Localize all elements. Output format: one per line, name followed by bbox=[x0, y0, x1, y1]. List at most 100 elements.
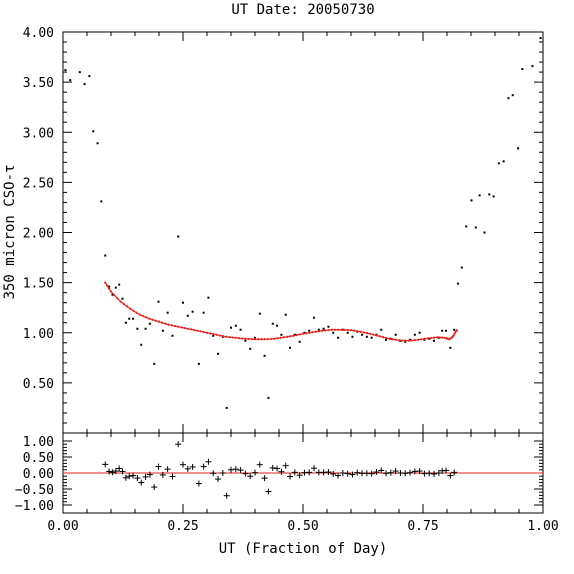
fit-point bbox=[349, 329, 353, 332]
data-point bbox=[182, 301, 184, 304]
data-point bbox=[276, 324, 279, 327]
data-point bbox=[132, 317, 135, 320]
data-point bbox=[470, 199, 473, 202]
data-point bbox=[144, 327, 147, 330]
residual-point bbox=[274, 465, 281, 472]
residual-point bbox=[175, 441, 182, 448]
residual-point bbox=[122, 474, 129, 481]
fit-point bbox=[433, 336, 436, 339]
data-point bbox=[191, 310, 194, 313]
x-tick-label: 0.00 bbox=[47, 519, 78, 534]
data-point bbox=[428, 337, 431, 340]
fit-point bbox=[369, 332, 372, 335]
data-point bbox=[148, 322, 151, 325]
data-point bbox=[298, 340, 301, 343]
residual-point bbox=[237, 467, 244, 474]
fit-point bbox=[132, 309, 135, 312]
data-point bbox=[118, 283, 121, 286]
residual-point bbox=[126, 473, 133, 480]
data-point bbox=[284, 313, 287, 316]
data-point bbox=[88, 75, 91, 78]
fit-point bbox=[247, 337, 250, 341]
fit-point bbox=[436, 336, 439, 339]
residual-point bbox=[451, 469, 458, 476]
data-point bbox=[370, 336, 373, 339]
data-point bbox=[239, 328, 242, 331]
fit-point bbox=[135, 311, 138, 314]
main-plot-frame bbox=[62, 31, 544, 434]
data-point bbox=[289, 346, 292, 349]
chart-title: UT Date: 20050730 bbox=[231, 2, 374, 18]
data-point bbox=[121, 297, 124, 300]
residual-point bbox=[205, 458, 212, 465]
fit-point bbox=[301, 332, 305, 335]
fit-point bbox=[407, 339, 410, 342]
residual-point bbox=[287, 473, 294, 480]
data-point bbox=[361, 333, 364, 336]
fit-point bbox=[353, 329, 356, 332]
fit-point bbox=[125, 305, 129, 308]
data-point bbox=[153, 362, 156, 365]
fit-point bbox=[263, 338, 266, 341]
data-point bbox=[104, 254, 107, 257]
residual-point bbox=[291, 469, 298, 476]
fit-point bbox=[385, 336, 388, 340]
fit-point bbox=[346, 328, 349, 332]
y-tick-label: 0.50 bbox=[23, 377, 54, 392]
fit-point bbox=[119, 300, 122, 303]
data-point bbox=[322, 327, 325, 330]
fit-point bbox=[327, 328, 330, 332]
fit-point bbox=[221, 334, 225, 338]
data-point bbox=[517, 147, 520, 150]
data-point bbox=[303, 331, 306, 334]
fit-point bbox=[180, 326, 183, 329]
data-point bbox=[308, 329, 311, 332]
residual-point bbox=[232, 466, 239, 473]
residual-point bbox=[383, 470, 390, 477]
data-point bbox=[69, 79, 72, 82]
residual-point bbox=[387, 469, 394, 476]
data-point bbox=[207, 296, 210, 299]
fit-point bbox=[356, 330, 359, 333]
fit-point bbox=[151, 318, 154, 321]
fit-point bbox=[250, 337, 253, 341]
residual-point bbox=[378, 467, 385, 474]
data-point bbox=[157, 300, 160, 303]
fit-point bbox=[340, 328, 343, 331]
data-point bbox=[531, 65, 534, 68]
fit-point bbox=[365, 331, 369, 335]
fit-point bbox=[441, 336, 444, 339]
y-tick-label: 2.00 bbox=[23, 227, 54, 242]
residual-point bbox=[138, 479, 145, 486]
fit-point bbox=[215, 333, 218, 336]
residual-point bbox=[335, 472, 342, 479]
data-point bbox=[404, 340, 407, 343]
residual-point bbox=[142, 473, 149, 480]
fit-point bbox=[453, 332, 456, 335]
fit-point bbox=[324, 329, 327, 332]
residual-point bbox=[339, 470, 346, 476]
fit-point bbox=[429, 336, 433, 340]
data-point bbox=[171, 334, 174, 337]
data-point bbox=[100, 200, 103, 203]
residual-point bbox=[215, 476, 222, 483]
data-point bbox=[346, 331, 349, 334]
fit-point bbox=[199, 330, 202, 333]
fit-point bbox=[391, 338, 394, 341]
fit-point bbox=[161, 321, 164, 324]
fit-point bbox=[154, 319, 157, 322]
data-point bbox=[313, 316, 316, 319]
fit-point bbox=[129, 307, 132, 310]
residual-point bbox=[146, 471, 153, 478]
fit-point bbox=[292, 334, 295, 337]
fit-point bbox=[177, 325, 180, 328]
data-point bbox=[177, 235, 180, 238]
residual-point bbox=[106, 468, 113, 475]
fit-point bbox=[189, 328, 193, 331]
residual-point bbox=[306, 469, 313, 476]
fit-point bbox=[157, 320, 161, 323]
fit-point bbox=[122, 302, 125, 306]
fit-point bbox=[317, 330, 321, 333]
residual-panel: 1.000.500.00−0.50−1.00 bbox=[15, 432, 544, 514]
data-point bbox=[478, 194, 481, 197]
